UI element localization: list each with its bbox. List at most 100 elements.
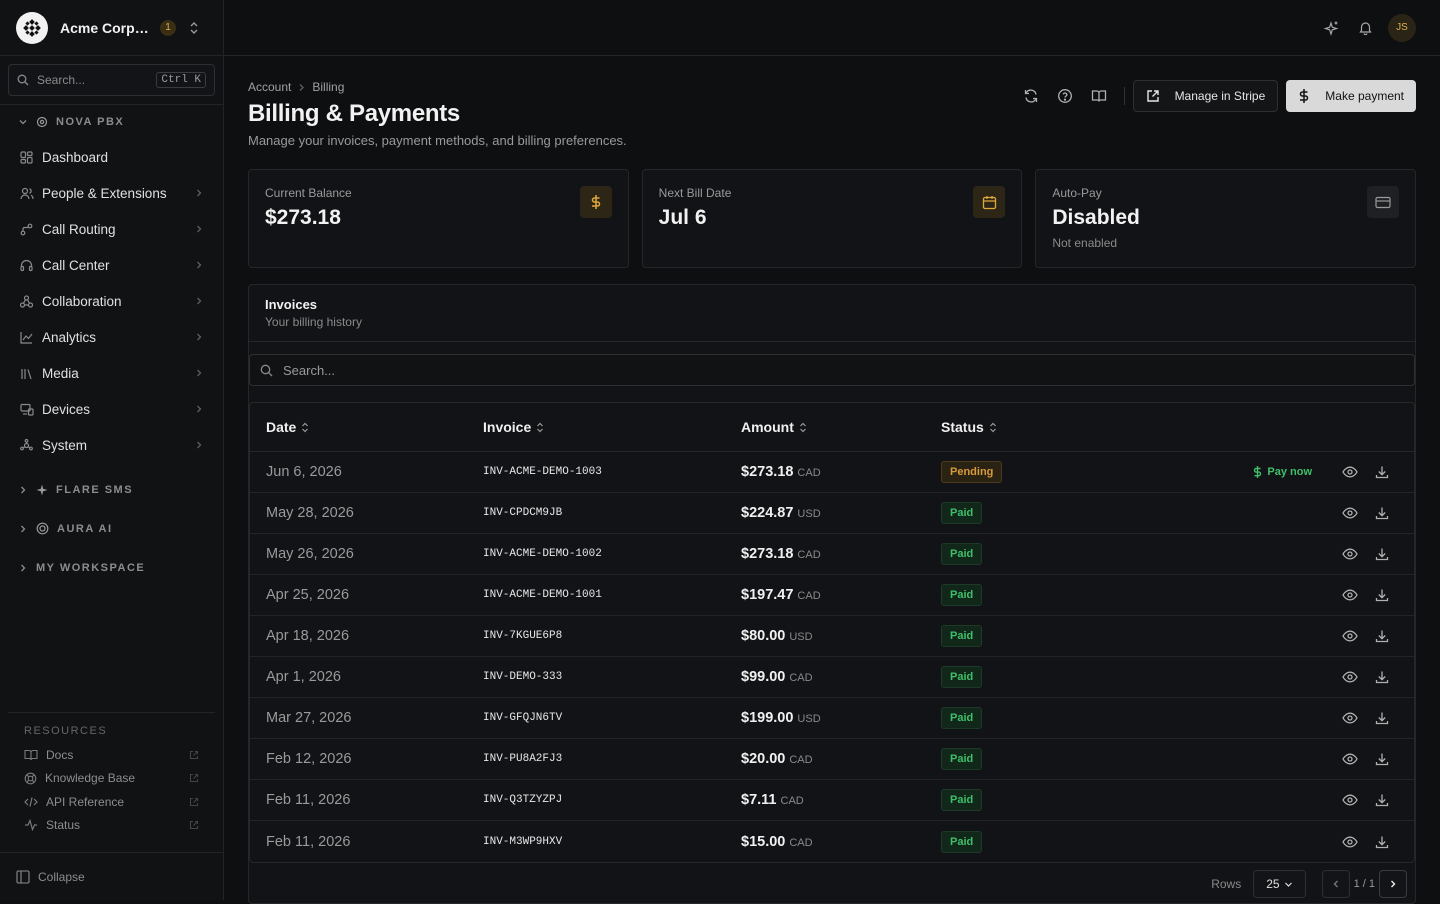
invoice-date: Feb 11, 2026	[266, 833, 351, 850]
book-open-icon[interactable]	[1082, 80, 1116, 112]
row-actions	[1101, 702, 1414, 734]
amount-value: $197.47	[741, 587, 794, 603]
previous-page-button[interactable]	[1321, 870, 1350, 898]
invoice-search[interactable]	[249, 354, 1415, 386]
download-icon[interactable]	[1366, 620, 1398, 652]
eye-icon[interactable]	[1334, 743, 1366, 775]
resource-status[interactable]: Status	[8, 814, 215, 838]
eye-icon[interactable]	[1334, 661, 1366, 693]
resource-docs[interactable]: Docs	[8, 743, 215, 767]
pay-now-button[interactable]: Pay now	[1253, 465, 1312, 479]
org-notification-badge: 1	[160, 19, 176, 36]
make-payment-button[interactable]: Make payment	[1286, 80, 1416, 112]
phone-ring-icon	[36, 116, 48, 128]
page-indicator: 1 / 1	[1353, 878, 1375, 890]
help-icon[interactable]	[1048, 80, 1082, 112]
sidebar-item-system[interactable]: System	[0, 427, 223, 463]
invoice-number: INV-CPDCM9JB	[483, 507, 563, 519]
row-actions: Pay now	[1101, 456, 1414, 488]
route-icon	[20, 223, 34, 236]
chevron-right-icon	[18, 485, 28, 495]
sidebar-item-collaboration[interactable]: Collaboration	[0, 283, 223, 319]
download-icon[interactable]	[1366, 497, 1398, 529]
sidebar-search[interactable]: Search... Ctrl K	[8, 64, 215, 96]
section-flare-sms[interactable]: FLARE SMS	[0, 471, 223, 509]
eye-icon[interactable]	[1334, 784, 1366, 816]
sidebar-search-placeholder: Search...	[37, 73, 86, 87]
billing-summary: Current Balance $273.18 Next Bill Date J…	[248, 169, 1417, 268]
column-date[interactable]: Date	[250, 419, 483, 435]
refresh-icon[interactable]	[1014, 80, 1048, 112]
table-row: May 26, 2026 INV-ACME-DEMO-1002 $273.18 CAD…	[250, 534, 1414, 575]
eye-icon[interactable]	[1334, 826, 1366, 858]
section-nova-pbx[interactable]: NOVA PBX	[0, 105, 223, 139]
download-icon[interactable]	[1366, 579, 1398, 611]
collapse-sidebar-button[interactable]: Collapse	[0, 852, 223, 900]
download-icon[interactable]	[1366, 743, 1398, 775]
chevron-left-icon	[1333, 880, 1338, 888]
row-actions	[1101, 538, 1414, 570]
row-actions	[1101, 579, 1414, 611]
stat-label: Next Bill Date	[658, 186, 732, 200]
download-icon[interactable]	[1366, 456, 1398, 488]
currency-code: CAD	[797, 467, 821, 479]
currency-code: CAD	[780, 795, 804, 807]
next-page-button[interactable]	[1379, 870, 1407, 898]
resources-section: RESOURCES Docs Knowledge Base API Refere…	[8, 712, 215, 837]
eye-icon[interactable]	[1334, 538, 1366, 570]
sidebar-item-call-routing[interactable]: Call Routing	[0, 211, 223, 247]
amount-value: $7.11	[741, 792, 777, 808]
section-aura-ai[interactable]: AURA AI	[0, 509, 223, 548]
invoice-number: INV-ACME-DEMO-1003	[483, 466, 602, 478]
download-icon[interactable]	[1366, 784, 1398, 816]
resource-knowledge-base[interactable]: Knowledge Base	[8, 767, 215, 791]
sidebar-item-call-center[interactable]: Call Center	[0, 247, 223, 283]
resources-title: RESOURCES	[24, 725, 108, 737]
eye-icon[interactable]	[1334, 497, 1366, 529]
eye-icon[interactable]	[1334, 579, 1366, 611]
manage-in-stripe-button[interactable]: Manage in Stripe	[1132, 80, 1279, 112]
invoice-amount: $197.47 CAD	[741, 587, 941, 603]
sidebar-item-people-extensions[interactable]: People & Extensions	[0, 175, 223, 211]
invoice-date: May 26, 2026	[266, 546, 354, 562]
sort-icon	[536, 422, 544, 433]
invoice-amount: $273.18 CAD	[741, 546, 941, 562]
main-content: Account Billing Billing & Payments Manag…	[248, 56, 1417, 904]
currency-code: USD	[797, 508, 821, 520]
sidebar-item-media[interactable]: Media	[0, 355, 223, 391]
invoice-search-input[interactable]	[283, 362, 1404, 378]
resource-api-reference[interactable]: API Reference	[8, 790, 215, 814]
stat-next-bill-date: Next Bill Date Jul 6	[641, 169, 1023, 268]
headset-icon	[20, 259, 34, 272]
rows-per-page-select[interactable]: 25	[1253, 870, 1306, 898]
book-icon	[24, 749, 38, 761]
sidebar-item-devices[interactable]: Devices	[0, 391, 223, 427]
collapse-label: Collapse	[38, 869, 85, 884]
chevrons-up-down-icon[interactable]	[188, 21, 200, 35]
download-icon[interactable]	[1366, 826, 1398, 858]
column-invoice[interactable]: Invoice	[483, 419, 741, 435]
sparkles-icon[interactable]	[1314, 11, 1348, 45]
download-icon[interactable]	[1366, 661, 1398, 693]
column-amount[interactable]: Amount	[741, 419, 941, 435]
download-icon[interactable]	[1366, 538, 1398, 570]
bell-icon[interactable]	[1348, 11, 1382, 45]
download-icon[interactable]	[1366, 702, 1398, 734]
currency-code: USD	[797, 713, 821, 725]
section-my-workspace[interactable]: MY WORKSPACE	[0, 548, 223, 587]
breadcrumb-account[interactable]: Account	[248, 80, 292, 94]
invoice-number: INV-7KGUE6P8	[483, 630, 563, 642]
sidebar-item-dashboard[interactable]: Dashboard	[0, 139, 223, 175]
grid-icon	[20, 150, 34, 164]
eye-icon[interactable]	[1334, 702, 1366, 734]
status-badge: Paid	[941, 830, 983, 853]
invoice-amount: $273.18 CAD	[741, 464, 941, 480]
eye-icon[interactable]	[1334, 620, 1366, 652]
user-avatar[interactable]: JS	[1388, 13, 1416, 42]
table-row: Jun 6, 2026 INV-ACME-DEMO-1003 $273.18 CAD P…	[250, 452, 1414, 493]
org-switcher[interactable]: Acme Corporation 1	[0, 0, 223, 56]
column-status[interactable]: Status	[941, 419, 1101, 435]
eye-icon[interactable]	[1334, 456, 1366, 488]
sidebar-item-analytics[interactable]: Analytics	[0, 319, 223, 355]
table-row: May 28, 2026 INV-CPDCM9JB $224.87 USD Paid	[250, 493, 1414, 534]
